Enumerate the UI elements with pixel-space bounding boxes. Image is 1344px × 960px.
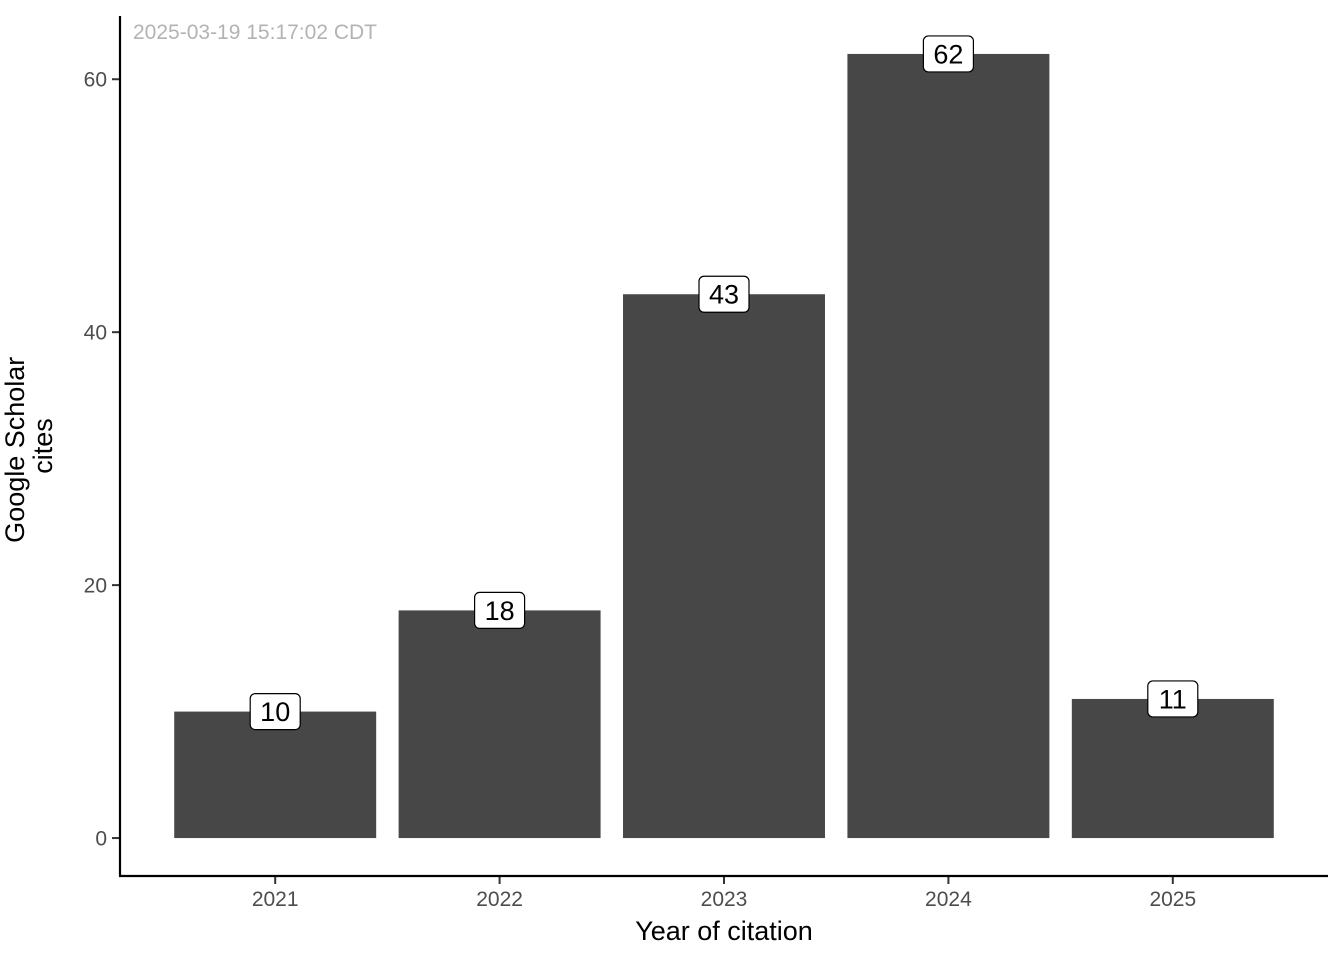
bar-2023: [623, 294, 825, 839]
x-axis-ticks: 2021 2022 2023 2024 2025: [252, 876, 1196, 911]
bar-2022: [398, 610, 601, 839]
x-axis-title: Year of citation: [635, 916, 813, 946]
bar-2024: [847, 53, 1050, 839]
data-label-box: [249, 692, 301, 731]
data-label-box: [1147, 680, 1199, 718]
bar-2021: [174, 711, 377, 839]
data-label-box: [698, 275, 750, 313]
data-label: 18: [485, 596, 515, 626]
y-axis-ticks: 0 20 40 60: [84, 69, 120, 851]
bar-2025: [1071, 698, 1274, 839]
y-tick-label: 0: [95, 828, 107, 851]
data-label-box: [922, 35, 975, 73]
bars-group: [174, 53, 1274, 839]
y-tick-label: 60: [84, 69, 107, 92]
x-tick-label: 2025: [1149, 888, 1196, 911]
data-label: 10: [260, 697, 290, 727]
x-tick-label: 2024: [925, 888, 972, 911]
data-label: 43: [709, 280, 739, 310]
x-tick-label: 2021: [252, 888, 299, 911]
x-tick-label: 2022: [476, 888, 523, 911]
y-axis-title-line-2: cites: [28, 418, 58, 474]
y-tick-label: 20: [84, 575, 107, 598]
data-label: 11: [1159, 684, 1187, 714]
data-label: 62: [933, 39, 963, 69]
data-labels-group: 10 18 43 62 11: [249, 35, 1199, 731]
y-axis-title-line-1: Google Scholar: [0, 357, 30, 543]
y-axis-title: Google Scholar cites: [0, 349, 58, 543]
timestamp-annotation: 2025-03-19 15:17:02 CDT: [133, 21, 377, 44]
data-label-box: [474, 591, 526, 630]
y-tick-label: 40: [84, 322, 107, 345]
x-tick-label: 2023: [701, 888, 748, 911]
